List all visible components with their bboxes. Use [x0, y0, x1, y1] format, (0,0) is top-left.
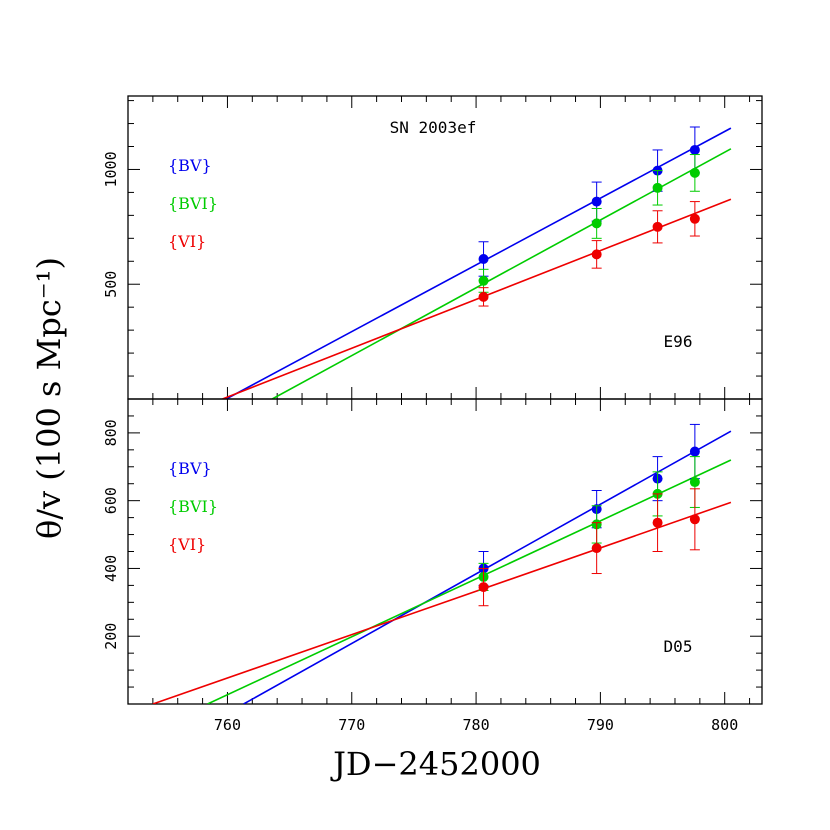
data-point-vi [478, 291, 489, 302]
fit-lines [152, 430, 732, 704]
x-tick-label: 800 [711, 716, 738, 734]
data-point-bvi [478, 275, 489, 286]
panel-frame [127, 398, 763, 705]
legend-entry-vi: {VI} [168, 535, 206, 554]
panel-d05: 200 400 600 800 {BV} {BVI} {VI} D05 [102, 398, 763, 705]
legend-entry-bv: {BV} [168, 459, 212, 478]
fit-line-bvi [207, 459, 732, 704]
panel-e96: 500 1000 {BV} {BVI} {VI} SN 2003ef E96 [102, 95, 763, 400]
panel-label: D05 [664, 637, 693, 656]
data-point-bvi [591, 218, 602, 229]
data-point-bv [689, 144, 700, 155]
data-point-vi [652, 221, 663, 232]
data-point-vi [591, 543, 602, 554]
x-tick-labels: 760 770 780 790 800 [214, 716, 738, 734]
data-point-vi [689, 514, 700, 525]
data-point-vi [652, 517, 663, 528]
legend-entry-bvi: {BVI} [168, 194, 218, 213]
data-point-bvi [652, 182, 663, 193]
legend-entry-vi: {VI} [168, 232, 206, 251]
data-point-bvi [689, 477, 700, 488]
fit-line-vi [222, 198, 732, 399]
x-axis-title: JD−2452000 [330, 745, 541, 783]
legend-entry-bv: {BV} [168, 156, 212, 175]
panel-frame [127, 95, 763, 400]
y-tick-label: 400 [102, 555, 120, 582]
data-point-bv [478, 253, 489, 264]
data-point-bvi [689, 167, 700, 178]
data-point-bv [591, 196, 602, 207]
data-point-vi [591, 249, 602, 260]
x-tick-label: 780 [463, 716, 490, 734]
chart-panels: 500 1000 {BV} {BVI} {VI} SN 2003ef E96 200 400 60… [102, 95, 763, 705]
y-tick-label: 200 [102, 623, 120, 650]
legend-entry-bvi: {BVI} [168, 497, 218, 516]
panel-label: E96 [664, 332, 693, 351]
data-point-bv [689, 446, 700, 457]
x-tick-label: 770 [338, 716, 365, 734]
panel-title: SN 2003ef [390, 118, 477, 137]
x-tick-label: 760 [214, 716, 241, 734]
y-axis-title: θ/v (100 s Mpc⁻¹) [30, 257, 68, 539]
data-point-vi [689, 213, 700, 224]
x-tick-label: 790 [587, 716, 614, 734]
data-point-vi [478, 582, 489, 593]
y-tick-label: 800 [102, 419, 120, 446]
y-tick-label: 600 [102, 487, 120, 514]
fit-line-bv [225, 127, 732, 399]
y-tick-label: 1000 [102, 151, 120, 187]
y-tick-label: 500 [102, 271, 120, 298]
fit-line-vi [152, 501, 732, 704]
